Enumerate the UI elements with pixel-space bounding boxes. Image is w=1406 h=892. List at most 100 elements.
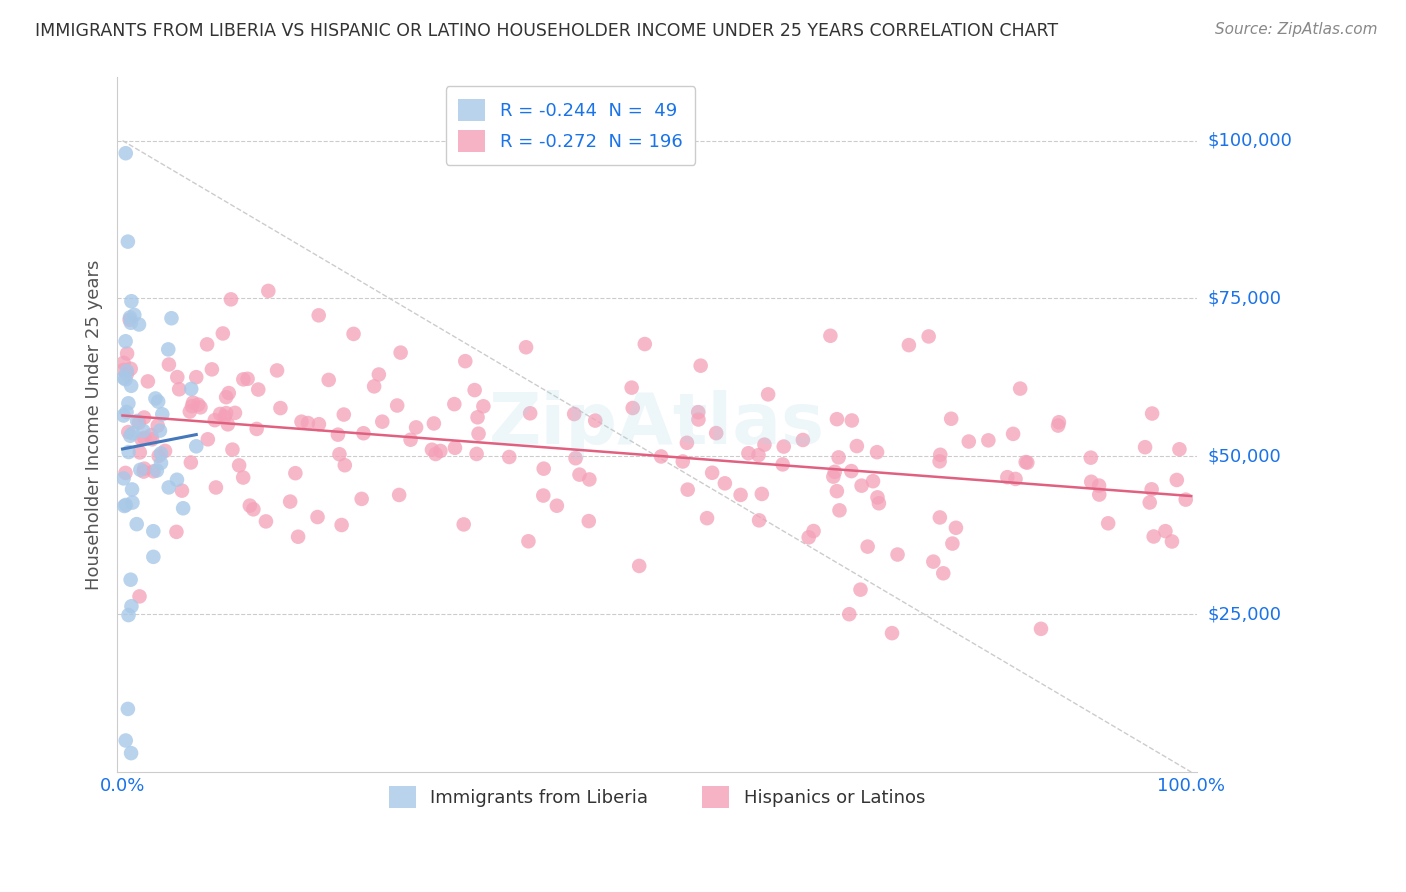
Point	[399, 433, 422, 447]
Point	[688, 405, 710, 419]
Point	[688, 412, 710, 426]
Point	[117, 702, 139, 716]
Point	[1174, 492, 1197, 507]
Point	[214, 409, 236, 424]
Text: $75,000: $75,000	[1208, 290, 1282, 308]
Point	[856, 540, 879, 554]
Point	[160, 311, 183, 326]
Point	[453, 517, 475, 532]
Point	[429, 444, 451, 458]
Point	[181, 399, 204, 413]
Point	[578, 472, 600, 486]
Point	[150, 407, 173, 421]
Point	[128, 416, 150, 430]
Point	[880, 626, 903, 640]
Point	[862, 474, 884, 488]
Point	[696, 511, 718, 525]
Point	[333, 458, 356, 473]
Point	[112, 356, 135, 370]
Point	[232, 470, 254, 484]
Point	[385, 399, 408, 413]
Point	[897, 338, 920, 352]
Point	[232, 372, 254, 386]
Point	[141, 428, 163, 442]
Point	[209, 407, 232, 421]
Point	[1002, 426, 1025, 441]
Point	[146, 463, 169, 477]
Point	[146, 418, 169, 433]
Point	[676, 435, 699, 450]
Point	[115, 405, 138, 419]
Point	[330, 518, 353, 533]
Point	[1088, 487, 1111, 501]
Point	[157, 358, 180, 372]
Point	[1080, 475, 1102, 489]
Point	[284, 466, 307, 480]
Point	[444, 441, 467, 455]
Point	[841, 413, 863, 427]
Point	[132, 410, 155, 425]
Point	[350, 491, 373, 506]
Point	[166, 473, 188, 487]
Point	[714, 476, 737, 491]
Point	[205, 481, 228, 495]
Point	[1029, 622, 1052, 636]
Point	[772, 458, 794, 472]
Point	[517, 534, 540, 549]
Point	[254, 515, 277, 529]
Point	[367, 368, 389, 382]
Point	[117, 396, 139, 410]
Point	[1014, 455, 1036, 469]
Point	[120, 294, 142, 309]
Point	[945, 521, 967, 535]
Point	[562, 407, 585, 421]
Point	[141, 432, 163, 446]
Point	[157, 343, 180, 357]
Point	[467, 410, 489, 425]
Point	[239, 499, 262, 513]
Point	[751, 487, 773, 501]
Point	[114, 146, 136, 161]
Point	[464, 383, 486, 397]
Point	[326, 427, 349, 442]
Point	[125, 517, 148, 532]
Point	[247, 383, 270, 397]
Text: IMMIGRANTS FROM LIBERIA VS HISPANIC OR LATINO HOUSEHOLDER INCOME UNDER 25 YEARS : IMMIGRANTS FROM LIBERIA VS HISPANIC OR L…	[35, 22, 1059, 40]
Point	[792, 433, 814, 447]
Point	[886, 548, 908, 562]
Point	[297, 416, 319, 430]
Point	[498, 450, 520, 464]
Point	[186, 439, 208, 453]
Text: $25,000: $25,000	[1208, 605, 1282, 624]
Point	[371, 415, 394, 429]
Point	[1140, 483, 1163, 497]
Point	[1168, 442, 1191, 457]
Point	[866, 445, 889, 459]
Point	[120, 379, 142, 393]
Point	[148, 449, 170, 463]
Point	[307, 510, 329, 524]
Point	[564, 451, 586, 466]
Point	[308, 309, 330, 323]
Point	[922, 555, 945, 569]
Point	[1004, 472, 1026, 486]
Point	[583, 414, 606, 428]
Point	[150, 446, 173, 460]
Point	[112, 471, 135, 485]
Point	[120, 361, 142, 376]
Point	[1017, 456, 1039, 470]
Point	[342, 326, 364, 341]
Point	[132, 424, 155, 438]
Point	[115, 364, 138, 378]
Point	[747, 448, 769, 462]
Point	[170, 483, 193, 498]
Legend: Immigrants from Liberia, Hispanics or Latinos: Immigrants from Liberia, Hispanics or La…	[381, 779, 932, 815]
Point	[290, 415, 312, 429]
Point	[851, 478, 873, 492]
Point	[868, 496, 890, 510]
Point	[218, 386, 240, 401]
Point	[328, 447, 350, 461]
Point	[112, 499, 135, 513]
Point	[333, 408, 356, 422]
Point	[201, 362, 224, 376]
